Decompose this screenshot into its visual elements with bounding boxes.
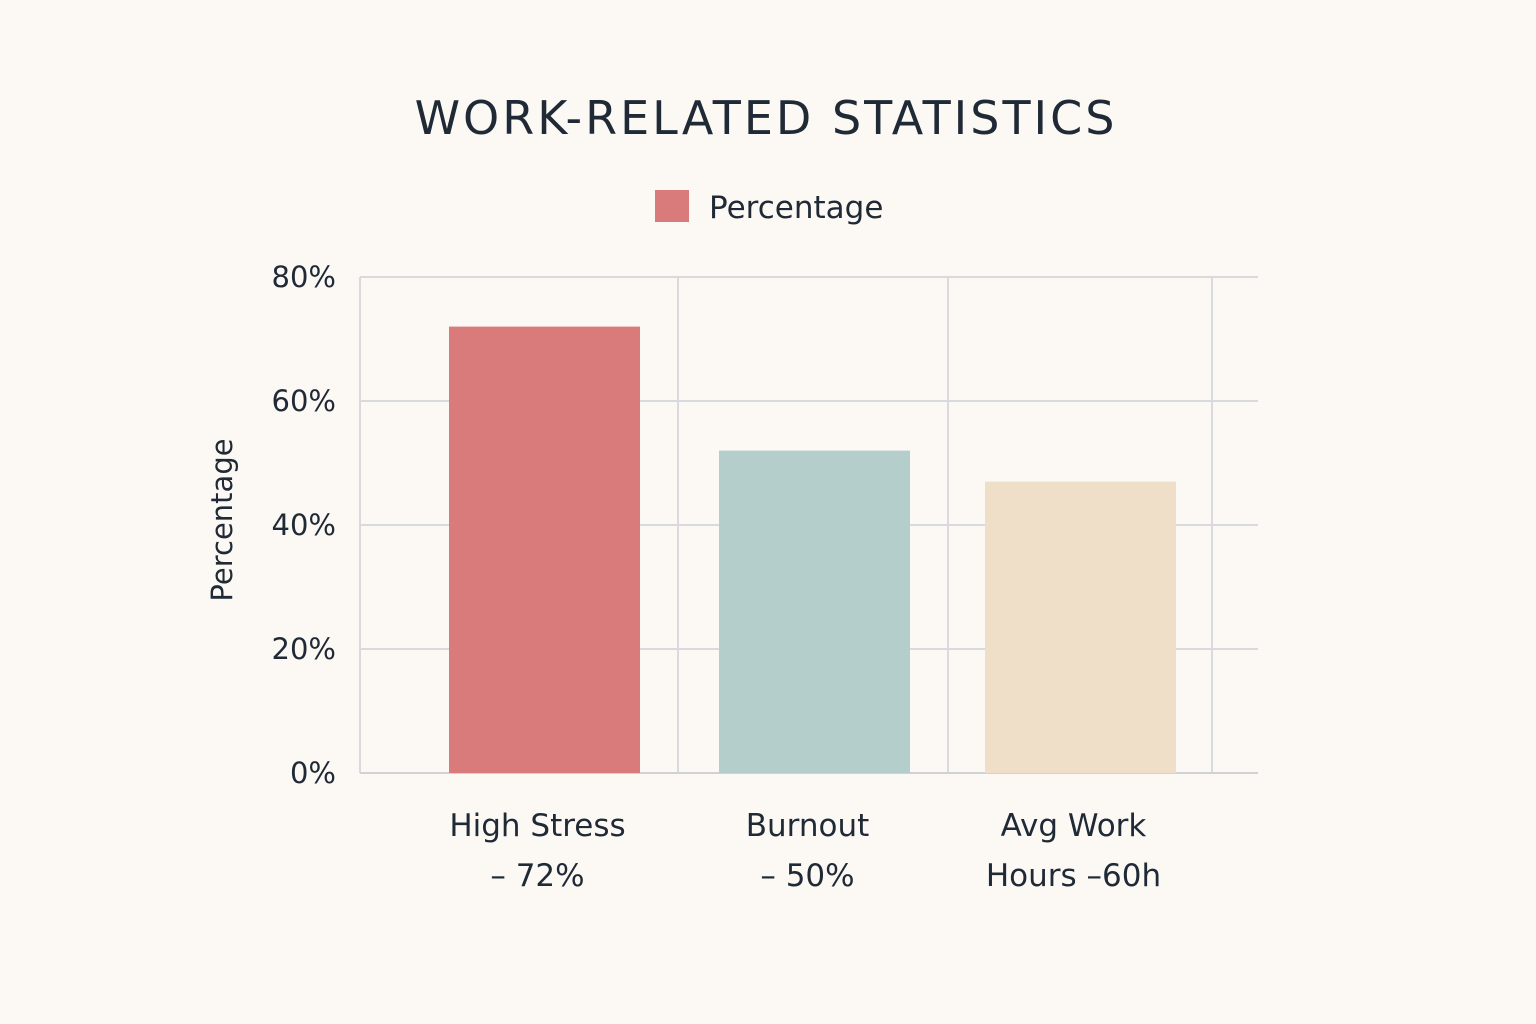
category-label-0-line-1: – 72% xyxy=(490,858,584,894)
bar-2 xyxy=(985,481,1176,773)
bar-0 xyxy=(449,326,640,773)
category-label-2-line-0: Avg Work xyxy=(1001,808,1147,844)
legend-label: Percentage xyxy=(709,190,883,226)
y-tick-label-0: 0% xyxy=(290,756,336,790)
bar-1 xyxy=(719,450,910,773)
category-label-1-line-1: – 50% xyxy=(760,858,854,894)
y-tick-label-20: 20% xyxy=(272,632,336,666)
bars xyxy=(449,326,1176,773)
category-label-1-line-0: Burnout xyxy=(746,808,870,844)
y-tick-label-40: 40% xyxy=(272,508,336,542)
category-label-2-line-1: Hours –60h xyxy=(986,858,1161,894)
category-label-0-line-0: High Stress xyxy=(449,808,625,844)
chart-title: WORK-RELATED STATISTICS xyxy=(415,91,1118,145)
x-axis-labels: High Stress – 72% Burnout – 50% Avg Work Hour… xyxy=(449,808,1161,894)
y-axis-label: Percentage xyxy=(205,438,239,601)
y-tick-label-80: 80% xyxy=(272,260,336,294)
legend-swatch xyxy=(655,190,689,222)
legend: Percentage xyxy=(655,190,883,226)
y-tick-label-60: 60% xyxy=(272,384,336,418)
y-axis-ticks: 0% 20% 40% 60% 80% xyxy=(272,260,336,790)
